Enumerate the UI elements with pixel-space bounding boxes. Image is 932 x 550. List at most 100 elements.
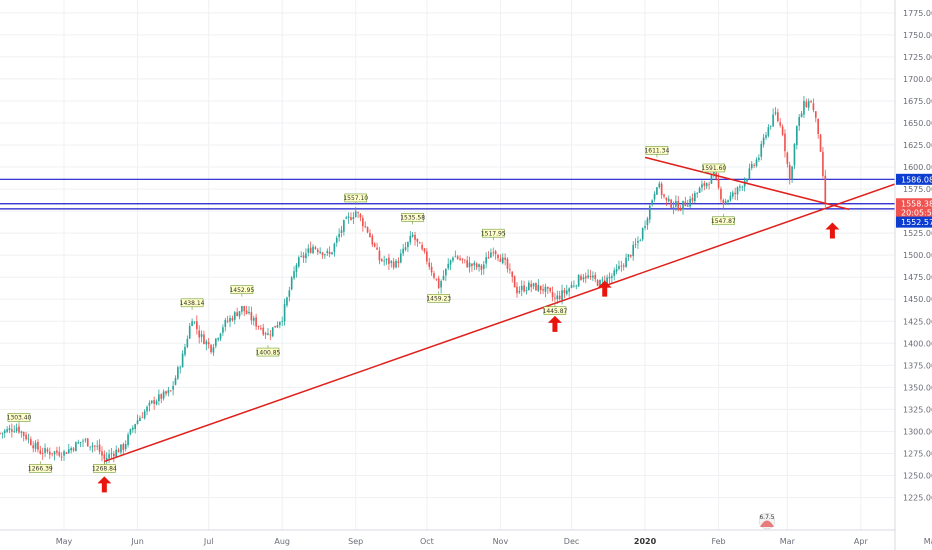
candle-body: [274, 325, 276, 328]
candle-body: [257, 326, 260, 328]
candle-body: [639, 240, 642, 242]
candle-body: [535, 283, 537, 291]
candle-body: [608, 276, 611, 279]
candle-body: [516, 286, 518, 294]
candle-body: [546, 286, 549, 289]
candle-body: [644, 225, 646, 228]
candle-body: [760, 143, 763, 157]
up-arrow-icon: [97, 476, 112, 493]
time-axis[interactable]: May Jun Jul Aug Sep Oct Nov Dec 2020 Feb Mar Apr May: [0, 529, 932, 546]
candle-body: [689, 198, 691, 207]
candle-body: [482, 264, 485, 269]
y-tick-label: 1425.00: [903, 317, 932, 326]
candle-body: [625, 257, 627, 268]
candle-body: [129, 429, 132, 435]
price-annotation: 1445.87: [543, 303, 568, 315]
y-tick-label: 1400.00: [903, 339, 932, 348]
candle-body: [812, 103, 815, 111]
candle-body: [637, 240, 639, 243]
candle-body: [219, 333, 222, 339]
up-arrow-icon: [597, 280, 612, 297]
candle-body: [615, 269, 618, 272]
candle-body: [314, 247, 317, 249]
candle-body: [376, 247, 378, 250]
candle-body: [13, 431, 16, 433]
candle-body: [20, 431, 23, 433]
candle-body: [388, 257, 390, 265]
candle-body: [520, 285, 523, 291]
candle-body: [392, 261, 395, 268]
candle-body: [196, 321, 198, 330]
candle-body: [350, 217, 352, 220]
candle-body: [82, 440, 84, 442]
candle-body: [60, 456, 63, 458]
candle-body: [203, 334, 205, 345]
candle-body: [188, 326, 191, 339]
candle-body: [407, 242, 409, 248]
candle-body: [710, 174, 713, 184]
candle-body: [437, 278, 440, 289]
candle-body: [423, 248, 426, 252]
candle-body: [497, 254, 499, 259]
candle-body: [409, 236, 412, 243]
candle-body: [774, 112, 777, 114]
candle-body: [542, 289, 544, 291]
candle-body: [321, 252, 324, 256]
candle-body: [110, 453, 113, 455]
candle-body: [530, 283, 533, 288]
candle-body: [459, 258, 461, 260]
annotation-label: 1445.87: [543, 308, 568, 315]
price-tag: 1586.08: [896, 173, 932, 185]
x-tick-label: Apr: [854, 537, 869, 546]
candle-body: [165, 391, 167, 394]
candle-body: [241, 306, 243, 312]
candle-body: [599, 280, 601, 287]
candle-body: [461, 258, 464, 260]
candle-body: [648, 205, 651, 220]
candle-body: [793, 144, 796, 166]
grid: [0, 0, 932, 530]
candle-body: [200, 334, 203, 337]
candle-body: [577, 274, 580, 287]
candle-body: [622, 265, 625, 267]
candle-body: [672, 207, 675, 209]
annotation-box: [481, 228, 505, 238]
y-tick-label: 1575.00: [903, 185, 932, 194]
candle-body: [748, 168, 751, 179]
candle-body: [193, 321, 196, 323]
candle-body: [803, 100, 805, 115]
candle-body: [222, 327, 224, 333]
candle-body: [184, 346, 186, 355]
candle-body: [233, 312, 236, 320]
candle-body: [694, 193, 696, 202]
candle-body: [70, 448, 72, 451]
candle-body: [98, 444, 101, 452]
price-axis[interactable]: 1775.00 1750.00 1725.00 1700.00 1675.00 1650.…: [894, 0, 932, 550]
candle-body: [267, 333, 269, 335]
candle-body: [629, 255, 632, 257]
candle-body: [6, 429, 8, 432]
candle-body: [456, 256, 459, 259]
x-tick-label: Aug: [274, 537, 290, 546]
candle-body: [79, 441, 82, 443]
price-tag-bg: [896, 198, 932, 210]
candle-body: [580, 275, 582, 281]
trendline: [104, 178, 909, 463]
candle-body: [214, 338, 217, 347]
candle-body: [677, 200, 680, 211]
candle-body: [800, 113, 803, 118]
candle-body: [369, 232, 371, 238]
candle-body: [25, 434, 27, 440]
price-annotation: 1547.87: [711, 213, 736, 226]
candle-body: [675, 200, 677, 207]
candle-body: [627, 254, 630, 258]
candle-body: [293, 271, 295, 279]
candle-body: [15, 427, 18, 432]
candle-body: [720, 188, 722, 200]
annotation-box: [230, 285, 254, 294]
candle-body: [115, 449, 118, 458]
candle-body: [271, 327, 274, 337]
candle-body: [77, 442, 80, 444]
